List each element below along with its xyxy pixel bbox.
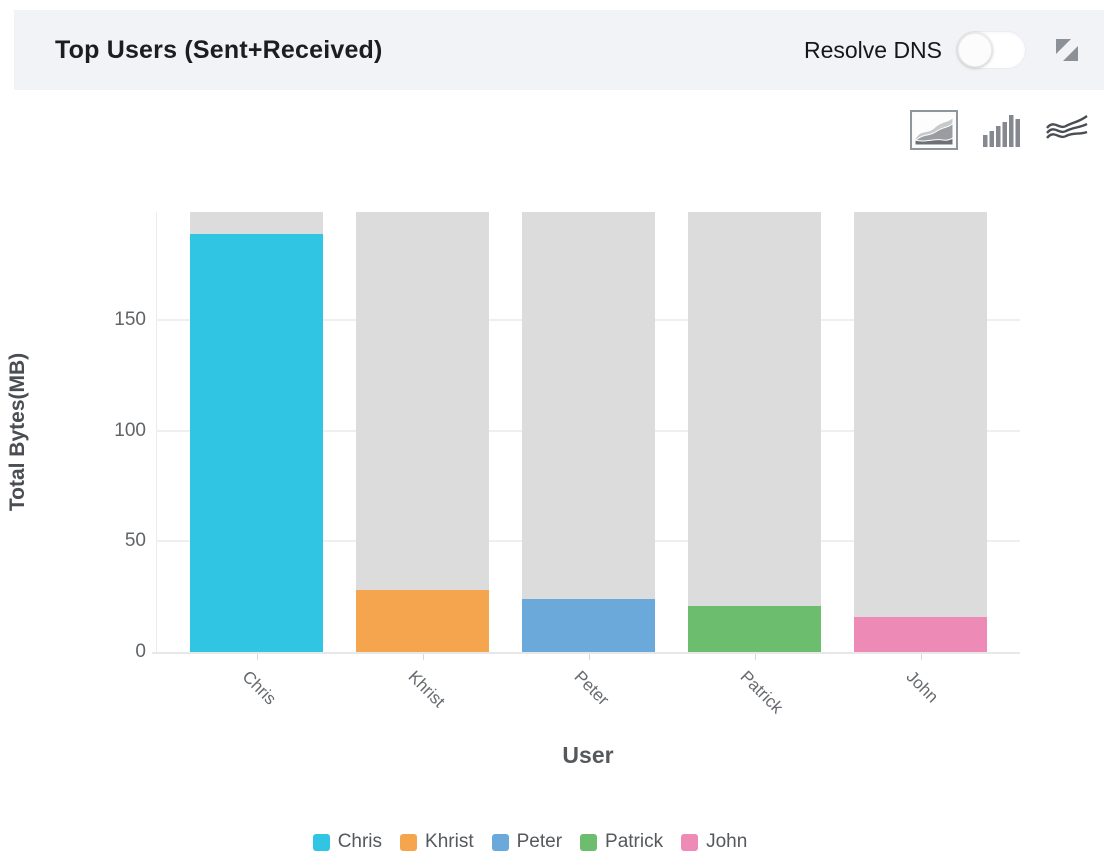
legend-item-patrick[interactable]: Patrick: [580, 831, 663, 853]
x-axis-title: User: [562, 742, 614, 768]
y-axis-line: [156, 212, 157, 652]
bar-chris[interactable]: [190, 234, 323, 652]
widget-header: Top Users (Sent+Received) Resolve DNS: [14, 10, 1104, 90]
x-category-label-peter: Peter: [570, 667, 613, 710]
bar-track-peter: [522, 212, 655, 652]
x-tick-john: [920, 654, 922, 660]
x-category-label-chris: Chris: [238, 667, 280, 709]
legend-swatch-icon: [400, 833, 418, 851]
legend-item-peter[interactable]: Peter: [491, 831, 563, 853]
widget-title: Top Users (Sent+Received): [55, 35, 383, 64]
legend-swatch-icon: [312, 833, 330, 851]
legend-item-khrist[interactable]: Khrist: [400, 831, 474, 853]
y-tick-label: 0: [135, 641, 146, 662]
bar-track-patrick: [688, 212, 821, 652]
legend-label: Peter: [516, 831, 563, 852]
x-tick-khrist: [422, 654, 424, 660]
header-controls: Resolve DNS: [804, 31, 1078, 69]
legend-label: John: [706, 831, 748, 852]
resolve-dns-label: Resolve DNS: [803, 36, 942, 63]
drag-handle-icon[interactable]: [1056, 39, 1078, 61]
plot-area: Chris Khrist Peter Patrick John: [152, 212, 1020, 717]
y-tick-label: 100: [114, 419, 146, 441]
stream-chart-icon[interactable]: [1044, 113, 1090, 147]
bar-chart-icon[interactable]: [980, 111, 1022, 149]
x-tick-chris: [256, 654, 258, 660]
bar-track-khrist: [356, 212, 489, 652]
bar-peter[interactable]: [522, 598, 655, 652]
y-tick-label: 50: [124, 530, 146, 552]
resolve-dns-toggle[interactable]: [956, 31, 1026, 69]
bar-khrist[interactable]: [356, 590, 489, 652]
chart-type-toolbar: [910, 110, 1090, 150]
y-tick-label: 150: [114, 309, 146, 331]
x-category-label-john: John: [902, 667, 942, 707]
bar-patrick[interactable]: [688, 605, 821, 652]
legend-label: Chris: [337, 831, 383, 852]
legend-label: Patrick: [605, 831, 664, 852]
legend-label: Khrist: [425, 831, 474, 852]
bar-track-john: [854, 212, 987, 652]
x-axis-line: [152, 652, 1020, 654]
chart-legend: Chris Khrist Peter Patrick John: [0, 831, 1060, 853]
legend-swatch-icon: [580, 833, 598, 851]
x-tick-peter: [588, 654, 590, 660]
bar-john[interactable]: [854, 616, 987, 652]
legend-swatch-icon: [491, 833, 509, 851]
toggle-knob-icon: [958, 33, 992, 67]
legend-swatch-icon: [681, 833, 699, 851]
y-axis-title: Total Bytes(MB): [6, 352, 29, 512]
area-chart-icon[interactable]: [910, 110, 958, 150]
legend-item-chris[interactable]: Chris: [312, 831, 383, 853]
x-category-label-patrick: Patrick: [736, 667, 787, 718]
x-tick-patrick: [754, 654, 756, 660]
legend-item-john[interactable]: John: [681, 831, 747, 853]
x-category-label-khrist: Khrist: [404, 667, 449, 712]
